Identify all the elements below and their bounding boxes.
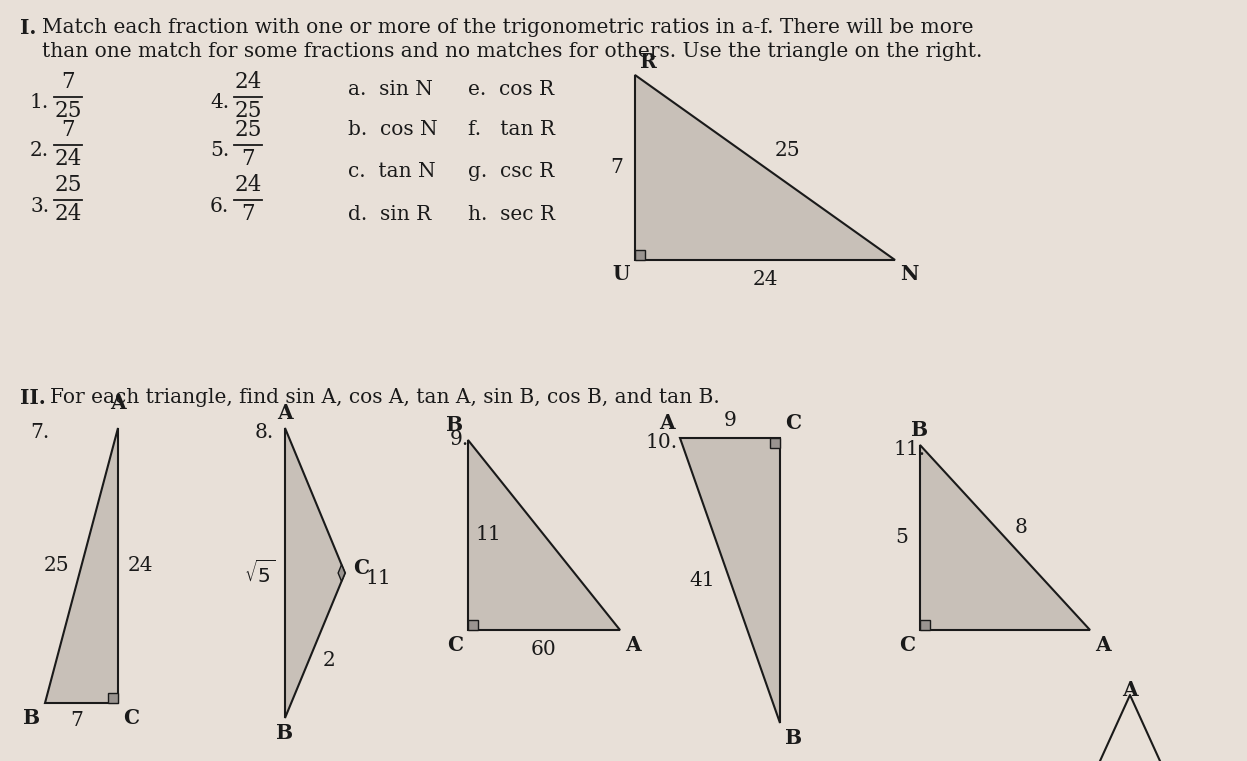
Text: 7: 7 <box>241 203 254 225</box>
Text: I.: I. <box>20 18 36 38</box>
Text: a.  sin N: a. sin N <box>348 80 433 99</box>
Text: 5: 5 <box>895 528 908 547</box>
Text: 11.: 11. <box>893 440 925 459</box>
Polygon shape <box>286 428 345 718</box>
Text: C: C <box>899 635 915 655</box>
Text: than one match for some fractions and no matches for others. Use the triangle on: than one match for some fractions and no… <box>42 42 983 61</box>
Text: 9: 9 <box>723 411 737 430</box>
Text: A: A <box>277 403 293 423</box>
Text: 2.: 2. <box>30 142 49 161</box>
Text: 24: 24 <box>234 71 262 93</box>
Text: 4.: 4. <box>209 94 229 113</box>
Text: b.  cos N: b. cos N <box>348 120 438 139</box>
Text: 9.: 9. <box>450 430 469 449</box>
Text: A: A <box>660 413 675 433</box>
Text: 24: 24 <box>752 270 778 289</box>
Text: C: C <box>123 708 138 728</box>
Text: 24: 24 <box>55 148 82 170</box>
Polygon shape <box>468 440 620 630</box>
Text: 7: 7 <box>70 711 84 730</box>
Text: 7: 7 <box>241 148 254 170</box>
Text: 8: 8 <box>1015 518 1028 537</box>
Text: d.  sin R: d. sin R <box>348 205 431 224</box>
Text: 1.: 1. <box>30 94 49 113</box>
Text: 24: 24 <box>234 174 262 196</box>
Text: For each triangle, find sin A, cos A, tan A, sin B, cos B, and tan B.: For each triangle, find sin A, cos A, ta… <box>50 388 720 407</box>
Text: B: B <box>912 420 929 440</box>
Text: N: N <box>900 264 918 284</box>
Text: 25: 25 <box>55 100 82 122</box>
Polygon shape <box>920 620 930 630</box>
Polygon shape <box>920 445 1090 630</box>
Text: e.  cos R: e. cos R <box>468 80 554 99</box>
Text: 7: 7 <box>610 158 624 177</box>
Polygon shape <box>635 75 895 260</box>
Text: 7: 7 <box>61 119 75 141</box>
Text: 24: 24 <box>128 556 153 575</box>
Text: f.   tan R: f. tan R <box>468 120 555 139</box>
Polygon shape <box>635 250 645 260</box>
Text: A: A <box>625 635 641 655</box>
Text: B: B <box>22 708 40 728</box>
Text: 60: 60 <box>531 640 557 659</box>
Text: h.  sec R: h. sec R <box>468 205 555 224</box>
Text: 5.: 5. <box>209 142 229 161</box>
Polygon shape <box>45 428 118 703</box>
Text: 11: 11 <box>365 568 390 587</box>
Text: 7: 7 <box>61 71 75 93</box>
Text: B: B <box>786 728 802 748</box>
Text: 3.: 3. <box>30 196 49 215</box>
Text: Match each fraction with one or more of the trigonometric ratios in a-f. There w: Match each fraction with one or more of … <box>42 18 974 37</box>
Polygon shape <box>108 693 118 703</box>
Text: 6.: 6. <box>209 196 229 215</box>
Text: 25: 25 <box>44 556 70 575</box>
Text: 7.: 7. <box>30 423 49 442</box>
Text: C: C <box>786 413 801 433</box>
Text: 8.: 8. <box>254 423 274 442</box>
Text: B: B <box>277 723 293 743</box>
Text: II.: II. <box>20 388 46 408</box>
Text: g.  csc R: g. csc R <box>468 162 554 181</box>
Text: 41: 41 <box>690 571 715 590</box>
Polygon shape <box>468 620 478 630</box>
Text: A: A <box>110 393 126 413</box>
Text: R: R <box>640 52 657 72</box>
Text: B: B <box>446 415 463 435</box>
Polygon shape <box>680 438 781 723</box>
Text: 25: 25 <box>55 174 82 196</box>
Text: 25: 25 <box>234 100 262 122</box>
Text: 10.: 10. <box>645 433 677 452</box>
Text: C: C <box>353 558 369 578</box>
Text: 25: 25 <box>774 141 801 160</box>
Text: A: A <box>1095 635 1111 655</box>
Text: 24: 24 <box>55 203 82 225</box>
Text: 25: 25 <box>234 119 262 141</box>
Text: C: C <box>446 635 463 655</box>
Text: c.  tan N: c. tan N <box>348 162 435 181</box>
Text: A: A <box>1122 680 1137 700</box>
Polygon shape <box>769 438 781 448</box>
Text: U: U <box>612 264 630 284</box>
Text: 11: 11 <box>476 526 501 545</box>
Text: $\sqrt{5}$: $\sqrt{5}$ <box>244 559 276 587</box>
Text: 2: 2 <box>323 651 335 670</box>
Polygon shape <box>338 565 345 581</box>
